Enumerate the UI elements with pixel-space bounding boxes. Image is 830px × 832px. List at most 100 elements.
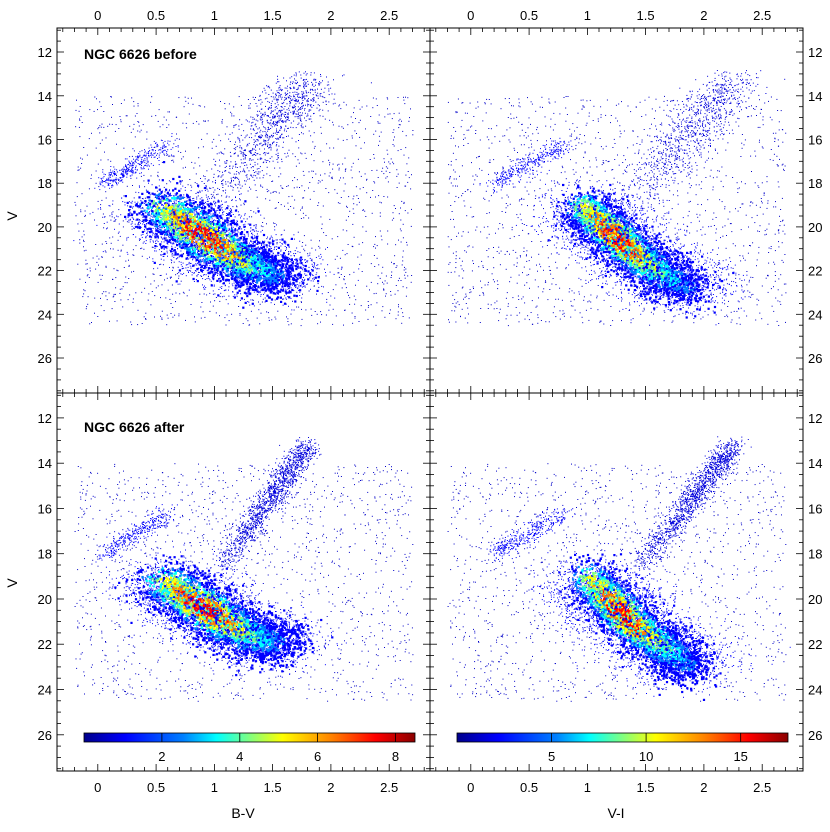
band-star [202,284,203,286]
band-star [158,225,160,226]
band-star [147,213,148,215]
field-star [353,295,355,297]
field-star [398,112,400,114]
band-star [139,219,140,221]
field-star [103,126,105,128]
field-star [396,169,398,171]
field-star [292,300,293,302]
field-star [318,255,320,257]
field-star [302,242,304,243]
band-star [260,246,261,248]
field-star [301,245,303,247]
band-star [188,203,189,205]
field-star [318,245,320,247]
field-star [231,113,233,115]
field-star [255,171,257,173]
field-star [104,151,105,153]
field-star [252,159,254,161]
field-star [387,113,389,115]
band-star [258,270,260,272]
band-star [285,298,287,300]
band-star [231,283,233,285]
band-star [285,241,287,243]
field-star [200,317,202,319]
band-star [168,233,170,234]
band-star [277,265,279,267]
band-star [315,249,317,251]
field-star [287,185,289,187]
band-star [217,270,219,272]
band-star [213,279,215,281]
band-star [239,245,240,247]
band-star [193,242,195,244]
band-star [239,243,241,245]
field-star [182,253,184,255]
field-star [375,324,377,326]
band-star [132,217,134,219]
field-star [83,246,84,248]
field-star [138,125,140,127]
field-star [100,204,102,206]
field-star [398,213,400,215]
field-star [311,260,313,262]
band-star [206,216,208,218]
field-star [269,175,271,177]
field-star [379,277,381,279]
field-star [287,208,289,210]
band-star [286,265,287,267]
field-star [353,112,354,114]
field-star [133,101,135,103]
band-star [122,181,124,183]
band-star [196,215,198,217]
field-star [367,318,369,320]
field-star [343,190,345,192]
field-star [295,165,297,167]
field-star [161,161,163,163]
band-star [164,235,166,237]
field-star [294,250,296,252]
band-star [154,197,156,198]
band-star [257,294,259,296]
band-star [208,198,210,200]
band-star [155,235,157,236]
field-star [346,139,348,141]
field-star [81,193,83,195]
field-star [356,204,358,206]
field-star [337,272,339,274]
band-star [192,205,194,207]
field-star [313,160,315,162]
field-star [288,282,290,283]
band-star [269,286,271,288]
field-star [317,205,319,206]
band-star [309,277,311,279]
field-star [304,250,306,252]
field-star [385,295,386,297]
field-star [392,132,394,133]
band-star [300,285,302,287]
field-star [331,178,333,180]
field-star [89,270,91,272]
field-star [324,173,326,175]
band-star [281,261,283,263]
field-star [353,107,355,109]
band-star [166,248,168,250]
field-star [86,306,88,308]
band-star [182,262,184,264]
band-star [213,200,215,202]
band-star [233,232,235,234]
field-star [123,147,125,149]
band-star [213,270,215,272]
field-star [164,194,166,195]
band-star [140,214,142,216]
field-star [221,296,223,298]
field-star [342,139,344,141]
band-star [137,223,139,225]
band-star [290,273,292,274]
field-star [243,204,245,206]
field-star [188,113,190,115]
band-star [301,268,303,270]
field-star [130,177,132,179]
band-star [283,273,285,275]
band-star [166,243,168,245]
band-star [254,235,255,237]
